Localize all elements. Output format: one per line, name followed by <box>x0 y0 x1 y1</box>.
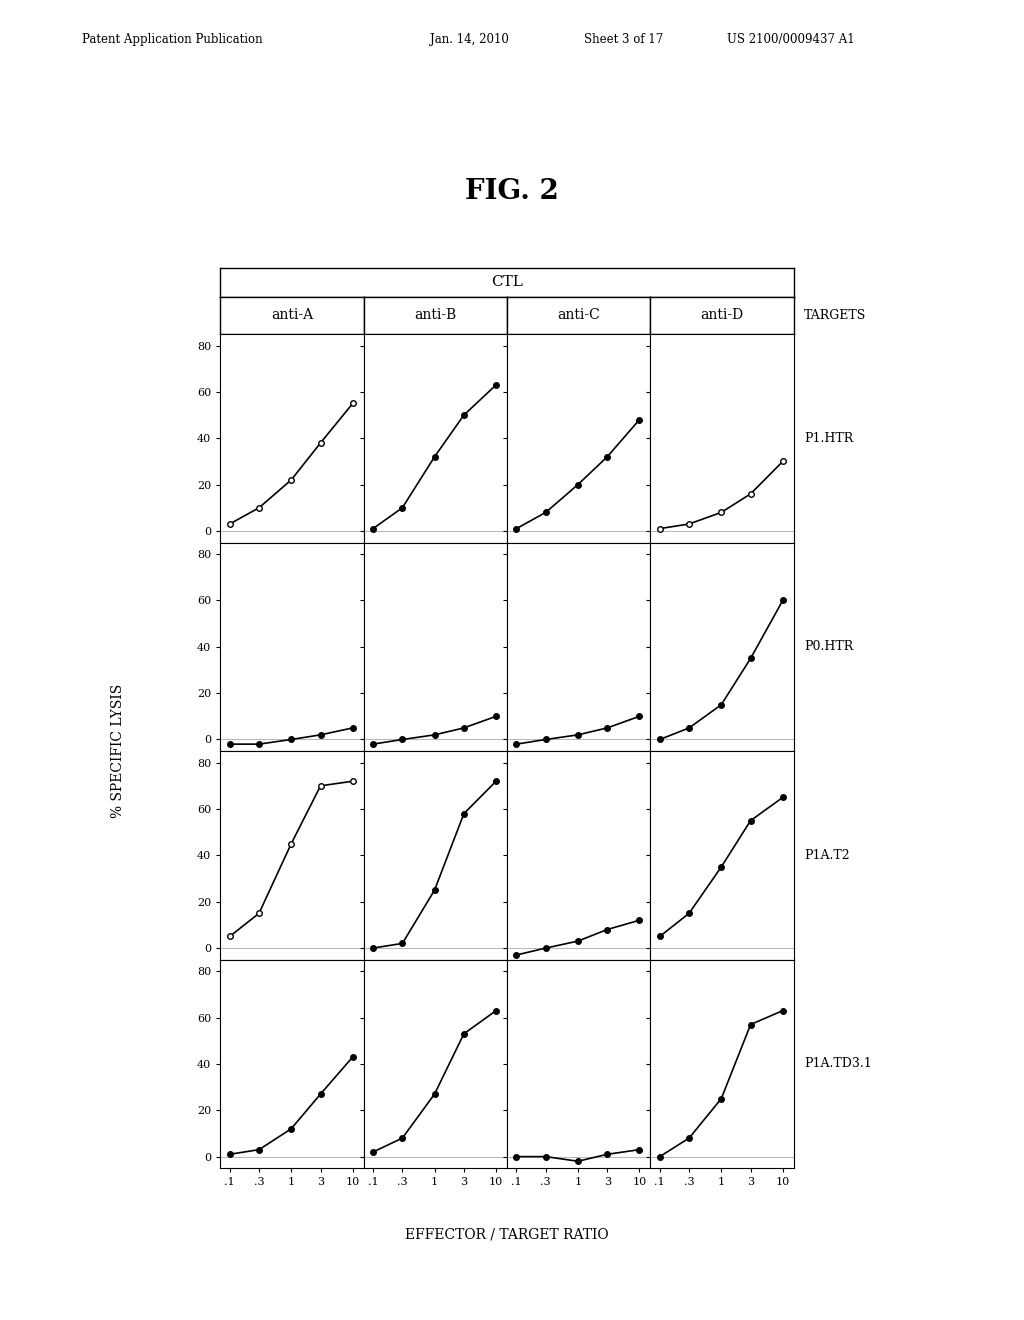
Text: anti-C: anti-C <box>557 309 600 322</box>
Text: Patent Application Publication: Patent Application Publication <box>82 33 262 46</box>
Text: P1.HTR: P1.HTR <box>804 432 853 445</box>
Text: anti-B: anti-B <box>414 309 457 322</box>
Text: % SPECIFIC LYSIS: % SPECIFIC LYSIS <box>111 684 125 818</box>
Text: P1A.T2: P1A.T2 <box>804 849 850 862</box>
Text: Jan. 14, 2010: Jan. 14, 2010 <box>430 33 509 46</box>
Text: US 2100/0009437 A1: US 2100/0009437 A1 <box>727 33 855 46</box>
Text: anti-A: anti-A <box>270 309 313 322</box>
Text: CTL: CTL <box>490 276 523 289</box>
Text: Sheet 3 of 17: Sheet 3 of 17 <box>584 33 663 46</box>
Text: anti-D: anti-D <box>700 309 743 322</box>
Text: P0.HTR: P0.HTR <box>804 640 853 653</box>
Text: TARGETS: TARGETS <box>804 309 866 322</box>
Text: P1A.TD3.1: P1A.TD3.1 <box>804 1057 871 1071</box>
Text: EFFECTOR / TARGET RATIO: EFFECTOR / TARGET RATIO <box>406 1228 608 1242</box>
Text: FIG. 2: FIG. 2 <box>465 178 559 205</box>
